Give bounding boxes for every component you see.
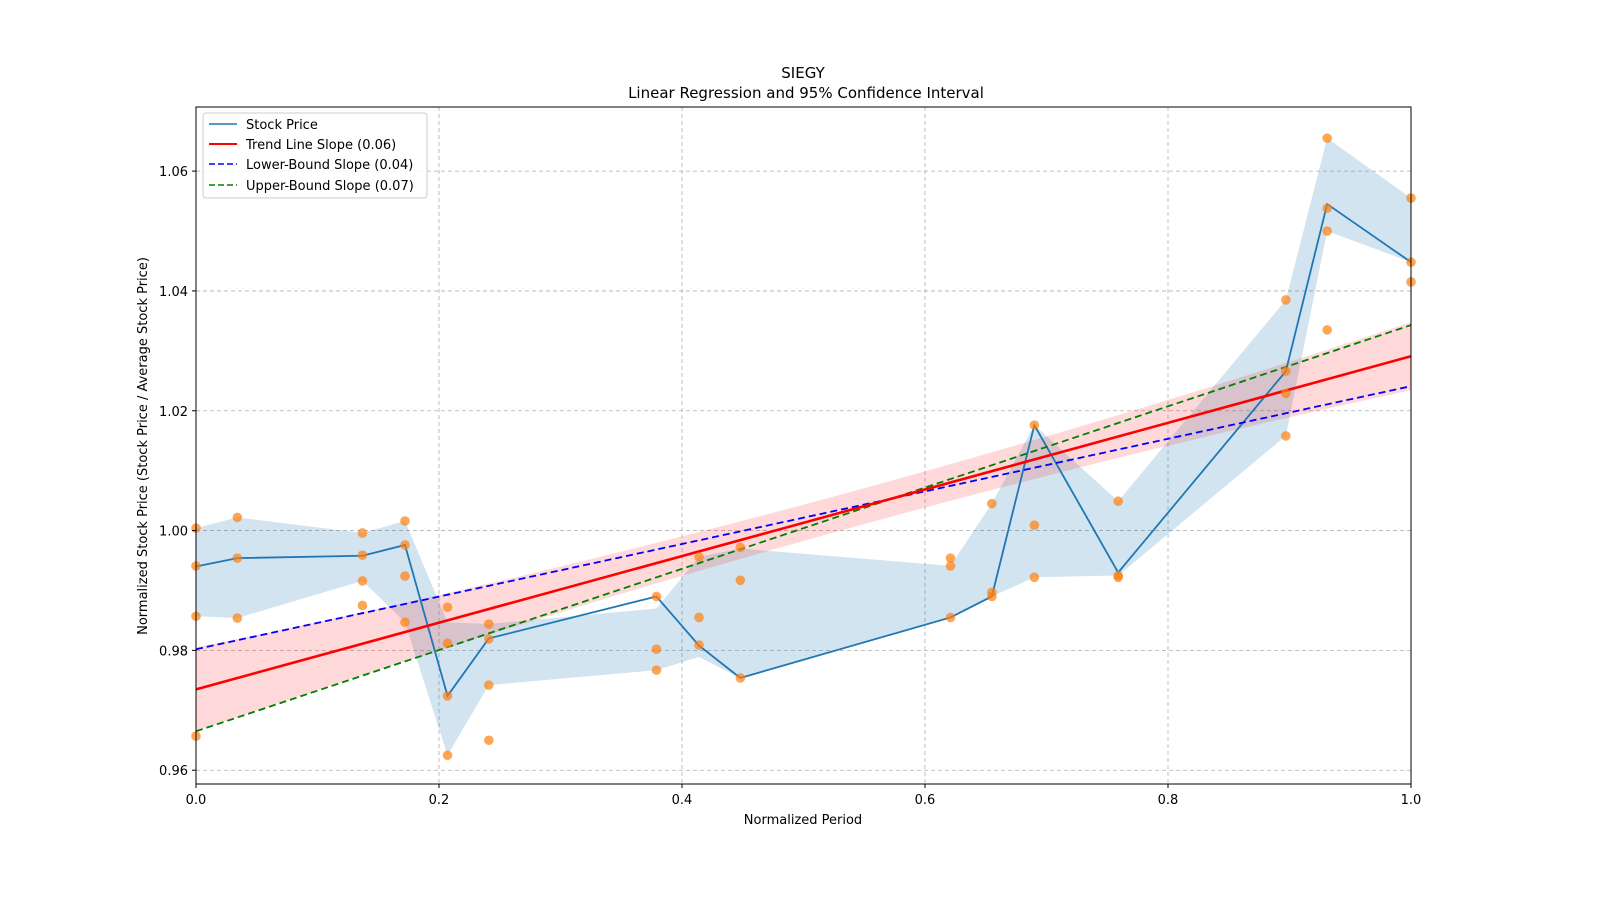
data-point bbox=[232, 553, 243, 563]
upper-bound-line bbox=[195, 324, 1412, 733]
data-point bbox=[400, 540, 410, 550]
x-tick-label: 0.6 bbox=[915, 793, 936, 808]
y-tick-label: 0.98 bbox=[159, 644, 188, 659]
y-tick-label: 1.00 bbox=[159, 525, 188, 540]
data-point bbox=[1281, 295, 1291, 305]
x-tick-label: 1.0 bbox=[1401, 793, 1422, 808]
data-point bbox=[945, 553, 956, 563]
legend-box bbox=[202, 112, 428, 199]
x-tick-label: 0.8 bbox=[1158, 793, 1179, 808]
y-tick-label: 0.96 bbox=[159, 764, 188, 779]
chart-title: SIEGY bbox=[781, 64, 825, 82]
data-point bbox=[357, 576, 368, 586]
data-point bbox=[1281, 388, 1291, 399]
data-point bbox=[651, 665, 662, 675]
data-point bbox=[651, 591, 662, 602]
data-point bbox=[442, 750, 453, 761]
data-point bbox=[694, 640, 704, 650]
data-point bbox=[357, 600, 368, 611]
data-point bbox=[400, 516, 410, 526]
data-point bbox=[1322, 133, 1332, 143]
data-point bbox=[232, 512, 243, 523]
data-point bbox=[735, 542, 746, 553]
data-point bbox=[484, 634, 494, 644]
ticks: 0.0 0.2 0.4 0.6 0.8 1.0 0.96 0.98 1.00 1.02 1.04 1.… bbox=[159, 165, 1421, 808]
data-point bbox=[484, 680, 494, 690]
data-point bbox=[1322, 226, 1332, 236]
lines bbox=[195, 202, 1412, 733]
data-point bbox=[232, 613, 243, 623]
data-point bbox=[484, 735, 494, 746]
y-tick-label: 1.02 bbox=[159, 405, 188, 420]
plot-frame bbox=[195, 106, 1412, 785]
data-point bbox=[694, 552, 704, 562]
data-point bbox=[1281, 431, 1291, 441]
data-point bbox=[735, 673, 746, 683]
y-tick-label: 1.04 bbox=[159, 285, 188, 300]
data-point bbox=[945, 612, 956, 623]
data-point bbox=[694, 612, 704, 623]
stock-price-band bbox=[196, 138, 1411, 756]
x-axis-label: Normalized Period bbox=[744, 813, 862, 828]
data-point bbox=[1029, 520, 1040, 530]
data-point bbox=[945, 561, 956, 571]
trend-line bbox=[195, 354, 1412, 691]
x-tick-label: 0.2 bbox=[429, 793, 450, 808]
data-point bbox=[651, 644, 662, 654]
data-point bbox=[1029, 572, 1040, 583]
legend-label-trend: Trend Line Slope (0.06) bbox=[245, 138, 396, 153]
lower-bound-line bbox=[195, 385, 1412, 651]
bands bbox=[196, 138, 1411, 756]
data-point bbox=[1029, 420, 1040, 430]
data-point bbox=[400, 571, 410, 581]
data-point bbox=[442, 602, 453, 613]
y-tick-label: 1.06 bbox=[159, 165, 188, 180]
x-tick-label: 0.4 bbox=[672, 793, 693, 808]
legend-label-stock: Stock Price bbox=[246, 118, 318, 133]
y-axis-label: Normalized Stock Price (Stock Price / Av… bbox=[136, 257, 151, 635]
chart-subtitle: Linear Regression and 95% Confidence Int… bbox=[628, 84, 984, 102]
legend: Stock Price Trend Line Slope (0.06) Lowe… bbox=[202, 112, 428, 199]
data-point bbox=[442, 691, 453, 701]
data-point bbox=[1322, 203, 1332, 214]
data-point bbox=[1281, 366, 1291, 377]
data-point bbox=[357, 550, 368, 560]
data-point bbox=[987, 591, 997, 602]
data-point bbox=[442, 638, 453, 649]
data-point bbox=[735, 575, 746, 586]
data-point bbox=[1322, 325, 1332, 335]
data-point bbox=[400, 617, 410, 628]
data-point bbox=[484, 619, 494, 629]
x-tick-label: 0.0 bbox=[186, 793, 207, 808]
data-point bbox=[357, 528, 368, 538]
legend-label-upper: Upper-Bound Slope (0.07) bbox=[246, 179, 414, 194]
data-point bbox=[1113, 496, 1123, 507]
stock-price-line bbox=[195, 202, 1412, 698]
data-point bbox=[987, 498, 997, 509]
data-point bbox=[1113, 572, 1123, 583]
grid bbox=[196, 107, 1411, 784]
legend-label-lower: Lower-Bound Slope (0.04) bbox=[246, 158, 413, 173]
